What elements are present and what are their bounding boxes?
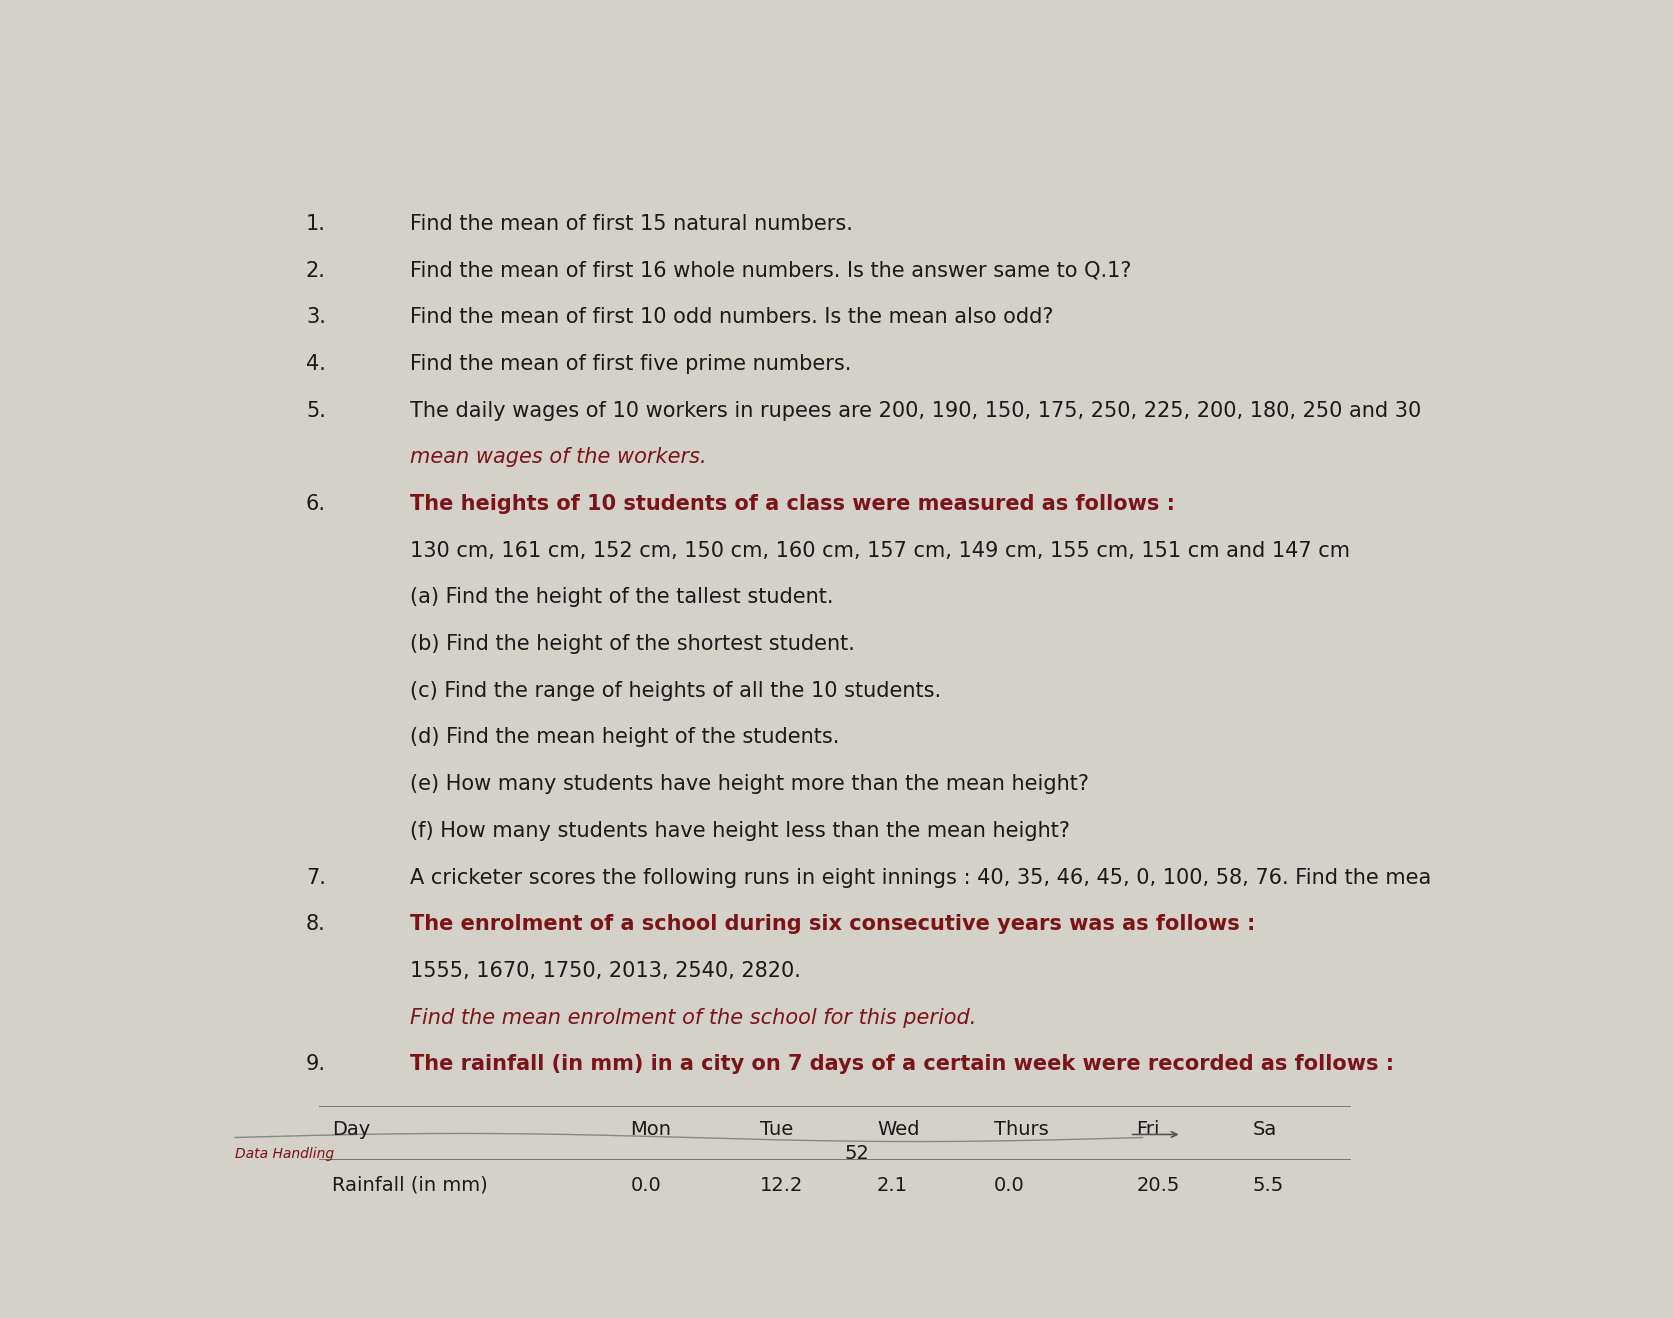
Text: Tue: Tue	[760, 1120, 793, 1139]
Text: 3.: 3.	[306, 307, 326, 327]
Text: The enrolment of a school during six consecutive years was as follows :: The enrolment of a school during six con…	[410, 915, 1255, 934]
Text: Fri: Fri	[1136, 1120, 1159, 1139]
Text: (f) How many students have height less than the mean height?: (f) How many students have height less t…	[410, 821, 1071, 841]
Text: 5.5: 5.5	[1253, 1176, 1285, 1194]
Text: 5.: 5.	[306, 401, 326, 420]
Text: mean wages of the workers.: mean wages of the workers.	[410, 447, 706, 468]
Text: (c) Find the range of heights of all the 10 students.: (c) Find the range of heights of all the…	[410, 681, 942, 701]
Text: Wed: Wed	[877, 1120, 920, 1139]
Text: (e) How many students have height more than the mean height?: (e) How many students have height more t…	[410, 774, 1089, 795]
Text: Sa: Sa	[1253, 1120, 1276, 1139]
Text: 4.: 4.	[306, 355, 326, 374]
Text: 2.: 2.	[306, 261, 326, 281]
Text: 0.0: 0.0	[994, 1176, 1024, 1194]
Text: The daily wages of 10 workers in rupees are 200, 190, 150, 175, 250, 225, 200, 1: The daily wages of 10 workers in rupees …	[410, 401, 1422, 420]
Text: Day: Day	[333, 1120, 370, 1139]
Text: Data Handling: Data Handling	[234, 1147, 335, 1161]
Text: 130 cm, 161 cm, 152 cm, 150 cm, 160 cm, 157 cm, 149 cm, 155 cm, 151 cm and 147 c: 130 cm, 161 cm, 152 cm, 150 cm, 160 cm, …	[410, 540, 1350, 560]
Text: (a) Find the height of the tallest student.: (a) Find the height of the tallest stude…	[410, 588, 833, 608]
Text: Find the mean of first 10 odd numbers. Is the mean also odd?: Find the mean of first 10 odd numbers. I…	[410, 307, 1054, 327]
Text: (b) Find the height of the shortest student.: (b) Find the height of the shortest stud…	[410, 634, 855, 654]
Text: 1.: 1.	[306, 214, 326, 235]
Text: 7.: 7.	[306, 867, 326, 887]
Text: 9.: 9.	[306, 1054, 326, 1074]
Text: 20.5: 20.5	[1136, 1176, 1179, 1194]
Text: Thurs: Thurs	[994, 1120, 1049, 1139]
Text: Mon: Mon	[631, 1120, 671, 1139]
Text: A cricketer scores the following runs in eight innings : 40, 35, 46, 45, 0, 100,: A cricketer scores the following runs in…	[410, 867, 1432, 887]
Text: The heights of 10 students of a class were measured as follows :: The heights of 10 students of a class we…	[410, 494, 1174, 514]
Text: 52: 52	[845, 1144, 870, 1162]
Text: The rainfall (in mm) in a city on 7 days of a certain week were recorded as foll: The rainfall (in mm) in a city on 7 days…	[410, 1054, 1394, 1074]
Text: 1555, 1670, 1750, 2013, 2540, 2820.: 1555, 1670, 1750, 2013, 2540, 2820.	[410, 961, 801, 981]
Text: 6.: 6.	[306, 494, 326, 514]
Text: Find the mean enrolment of the school for this period.: Find the mean enrolment of the school fo…	[410, 1007, 977, 1028]
Text: Find the mean of first five prime numbers.: Find the mean of first five prime number…	[410, 355, 852, 374]
Text: 8.: 8.	[306, 915, 326, 934]
Text: Find the mean of first 16 whole numbers. Is the answer same to Q.1?: Find the mean of first 16 whole numbers.…	[410, 261, 1131, 281]
Text: 12.2: 12.2	[760, 1176, 803, 1194]
Text: 2.1: 2.1	[877, 1176, 908, 1194]
Text: Rainfall (in mm): Rainfall (in mm)	[333, 1176, 489, 1194]
Text: Find the mean of first 15 natural numbers.: Find the mean of first 15 natural number…	[410, 214, 853, 235]
Text: 0.0: 0.0	[631, 1176, 661, 1194]
Text: (d) Find the mean height of the students.: (d) Find the mean height of the students…	[410, 728, 840, 747]
